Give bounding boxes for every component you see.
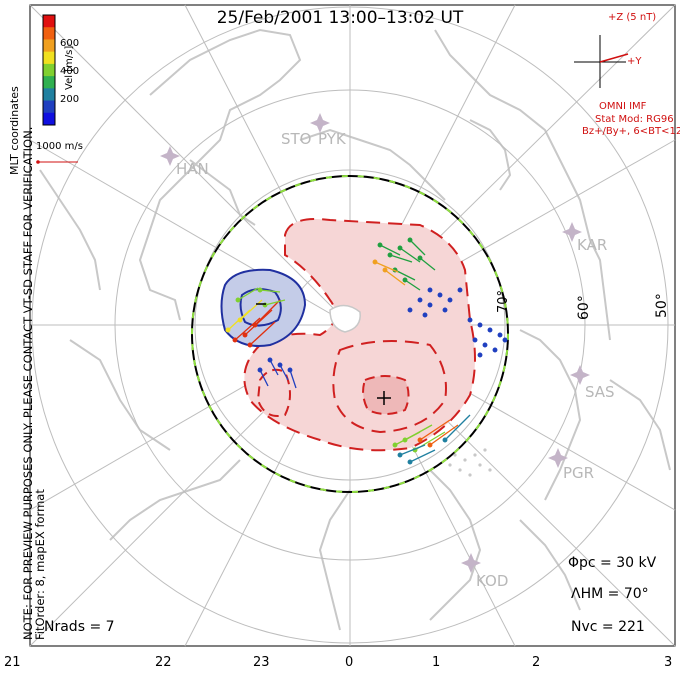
radar-count: Nrads = 7	[44, 619, 115, 635]
station-markers	[160, 113, 590, 573]
station-han: HAN	[176, 160, 209, 178]
hm-boundary-dash	[191, 175, 509, 493]
cross-polar-potential: Φpc = 30 kV	[568, 555, 657, 571]
velocity-colorbar	[42, 14, 56, 126]
station-kod: KOD	[476, 572, 509, 590]
vector-count: Nvc = 221	[571, 619, 645, 635]
mlt-tick-22: 22	[155, 655, 172, 670]
mlt-tick-2: 2	[532, 655, 541, 670]
positive-contour-3	[362, 375, 410, 415]
lat-label-60: 60°	[576, 295, 592, 320]
negative-contour-2	[239, 288, 282, 327]
coastlines	[39, 28, 671, 631]
reference-vector-label: 1000 m/s	[36, 141, 83, 152]
station-pgr: PGR	[563, 464, 595, 482]
mlt-tick-1: 1	[432, 655, 441, 670]
positive-potential-cell	[243, 218, 476, 452]
reference-vector	[36, 160, 78, 164]
station-sas: SAS	[585, 383, 615, 401]
mlt-tick-3: 3	[664, 655, 673, 670]
hm-boundary-latitude: ΛHM = 70°	[571, 586, 649, 602]
colorbar-segment	[43, 27, 55, 40]
colorbar-segment	[43, 100, 55, 114]
imf-z-label: +Z (5 nT)	[608, 12, 657, 23]
fit-order-note: FitOrder: 8, mapEX format	[33, 489, 47, 640]
colorbar-segment	[43, 39, 55, 53]
colorbar-segment	[43, 15, 55, 28]
colorbar-segment	[43, 63, 55, 77]
imf-y-label: +Y	[627, 56, 642, 67]
colorbar-tick-400: 400	[60, 66, 80, 77]
station-sto: STO	[281, 130, 312, 148]
colorbar-segment	[43, 51, 55, 65]
pole-island	[329, 304, 361, 333]
colorbar-tick-600: 600	[60, 38, 80, 49]
statistical-model: Stat Mod: RG96	[595, 114, 674, 125]
station-pyk: PYK	[318, 130, 346, 148]
colorbar-border	[42, 14, 56, 126]
map-title: 25/Feb/2001 13:00–13:02 UT	[216, 8, 464, 28]
positive-contour-dayside	[256, 368, 291, 417]
imf-clock-diagram	[574, 35, 629, 88]
mlt-tick-23: 23	[253, 655, 270, 670]
positive-contour-2	[332, 340, 447, 434]
imf-source: OMNI IMF	[599, 101, 647, 112]
imf-condition: Bz+/By+, 6<BT<12	[582, 126, 680, 137]
velocity-vectors	[225, 237, 508, 477]
negative-potential-cell	[220, 268, 307, 347]
colorbar-segment	[43, 88, 55, 102]
coordinate-system-label: MLT coordinates	[8, 86, 21, 175]
lat-label-50: 50°	[654, 293, 670, 318]
lat-label-70: 70°	[496, 289, 511, 313]
colorbar-segment	[43, 76, 55, 89]
colorbar-segment	[43, 112, 55, 126]
mlt-tick-21: 21	[4, 655, 21, 670]
colorbar-tick-200: 200	[60, 94, 80, 105]
potential-max-marker	[377, 391, 391, 405]
mlt-tick-0: 0	[345, 655, 354, 670]
station-kar: KAR	[577, 236, 608, 254]
